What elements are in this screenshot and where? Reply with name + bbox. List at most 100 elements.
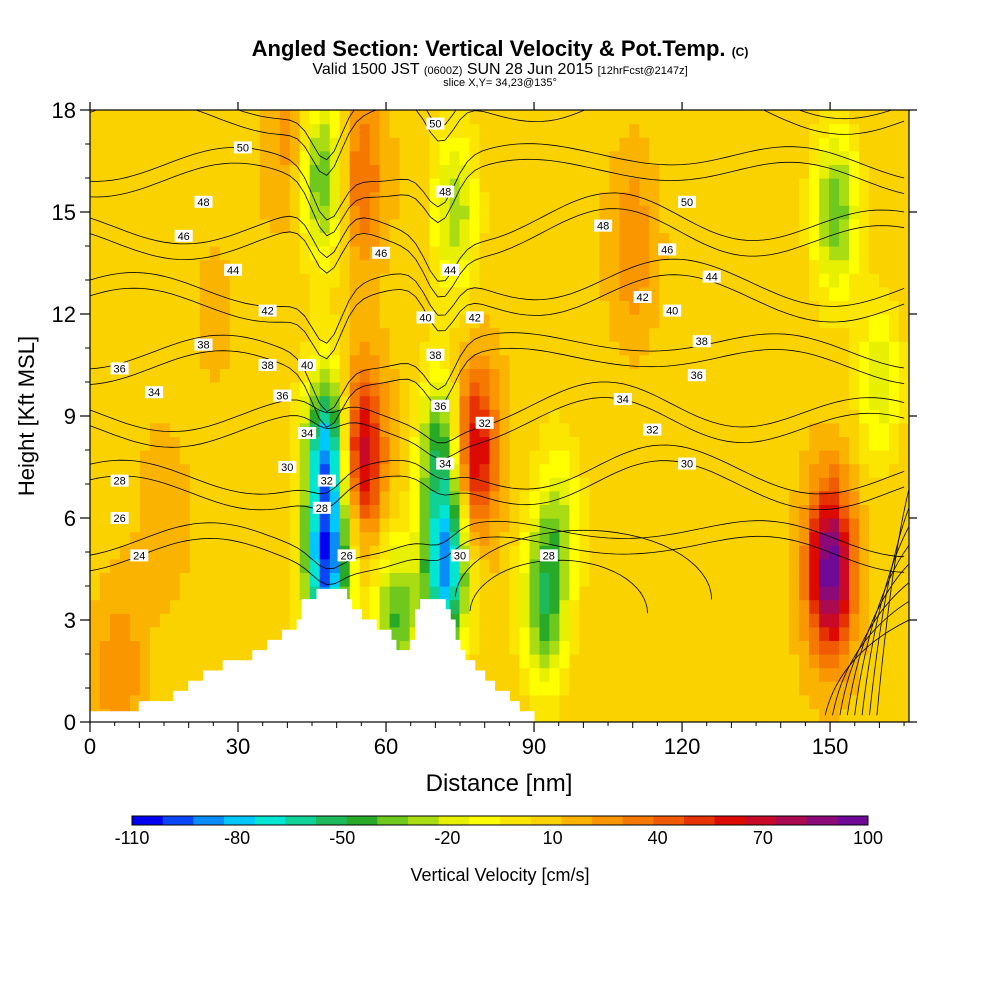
velocity-cell — [159, 286, 171, 301]
velocity-cell — [199, 273, 211, 288]
velocity-cell — [619, 314, 630, 329]
velocity-cell — [849, 640, 860, 655]
velocity-cell — [409, 477, 421, 492]
velocity-cell — [110, 654, 121, 669]
velocity-cell — [379, 572, 391, 587]
velocity-cell — [309, 558, 321, 573]
velocity-cell — [869, 654, 880, 669]
velocity-cell — [679, 545, 690, 560]
velocity-cell — [319, 436, 331, 451]
velocity-cell — [769, 667, 780, 682]
velocity-cell — [379, 354, 391, 369]
velocity-cell — [120, 110, 131, 125]
velocity-cell — [749, 667, 760, 682]
velocity-cell — [799, 436, 810, 451]
velocity-cell — [729, 246, 740, 261]
velocity-cell — [289, 586, 301, 601]
velocity-cell — [389, 178, 401, 193]
velocity-cell — [879, 300, 890, 315]
velocity-cell — [659, 626, 670, 641]
velocity-cell — [649, 218, 660, 233]
velocity-cell — [719, 572, 730, 587]
colorbar-swatch — [408, 816, 439, 825]
svg-text:32: 32 — [321, 476, 333, 488]
velocity-cell — [509, 490, 521, 505]
velocity-cell — [889, 259, 900, 274]
velocity-cell — [229, 205, 241, 220]
velocity-cell — [299, 545, 311, 560]
velocity-cell — [619, 409, 630, 424]
velocity-cell — [639, 545, 650, 560]
velocity-cell — [159, 259, 171, 274]
velocity-cell — [759, 137, 770, 152]
velocity-cell — [599, 599, 610, 614]
velocity-cell — [799, 681, 810, 696]
velocity-cell — [779, 586, 790, 601]
velocity-cell — [719, 395, 730, 410]
velocity-cell — [619, 300, 630, 315]
contour-label: 34 — [436, 457, 455, 471]
velocity-cell — [419, 150, 431, 165]
velocity-cell — [339, 341, 351, 356]
velocity-cell — [629, 545, 640, 560]
velocity-cell — [90, 490, 101, 505]
velocity-cell — [419, 246, 431, 261]
contour-label: 38 — [426, 348, 445, 362]
velocity-cell — [519, 110, 531, 125]
velocity-cell — [110, 545, 121, 560]
velocity-cell — [359, 314, 371, 329]
velocity-cell — [809, 504, 820, 519]
velocity-cell — [869, 531, 880, 546]
velocity-cell — [149, 518, 161, 533]
velocity-cell — [379, 273, 391, 288]
velocity-cell — [209, 654, 221, 669]
velocity-cell — [419, 259, 431, 274]
velocity-cell — [719, 286, 730, 301]
velocity-cell — [159, 110, 171, 125]
velocity-cell — [799, 286, 810, 301]
velocity-cell — [809, 314, 820, 329]
velocity-cell — [239, 164, 251, 179]
velocity-cell — [839, 504, 850, 519]
velocity-cell — [569, 613, 580, 628]
velocity-cell — [469, 178, 481, 193]
velocity-cell — [229, 545, 241, 560]
velocity-cell — [189, 518, 201, 533]
velocity-cell — [349, 436, 361, 451]
velocity-cell — [729, 273, 740, 288]
velocity-cell — [519, 450, 531, 465]
velocity-cell — [289, 218, 301, 233]
velocity-cell — [739, 273, 750, 288]
velocity-cell — [859, 137, 870, 152]
velocity-cell — [649, 477, 660, 492]
velocity-cell — [859, 368, 870, 383]
velocity-cell — [689, 150, 700, 165]
velocity-cell — [629, 477, 640, 492]
velocity-cell — [639, 382, 650, 397]
velocity-cell — [239, 218, 251, 233]
velocity-cell — [120, 178, 131, 193]
velocity-cell — [759, 613, 770, 628]
velocity-cell — [189, 286, 201, 301]
velocity-cell — [659, 640, 670, 655]
velocity-cell — [349, 110, 361, 125]
velocity-cell — [399, 545, 411, 560]
velocity-cell — [359, 558, 371, 573]
velocity-cell — [459, 395, 471, 410]
velocity-cell — [619, 640, 630, 655]
velocity-cell — [409, 409, 421, 424]
velocity-cell — [219, 422, 231, 437]
velocity-cell — [529, 327, 541, 342]
velocity-cell — [359, 341, 371, 356]
velocity-cell — [859, 300, 870, 315]
velocity-cell — [609, 123, 620, 138]
velocity-cell — [509, 273, 521, 288]
velocity-cell — [679, 205, 690, 220]
velocity-cell — [799, 164, 810, 179]
velocity-cell — [859, 273, 870, 288]
velocity-cell — [359, 232, 371, 247]
velocity-cell — [749, 286, 760, 301]
velocity-cell — [589, 436, 600, 451]
velocity-cell — [110, 450, 121, 465]
velocity-cell — [659, 395, 670, 410]
